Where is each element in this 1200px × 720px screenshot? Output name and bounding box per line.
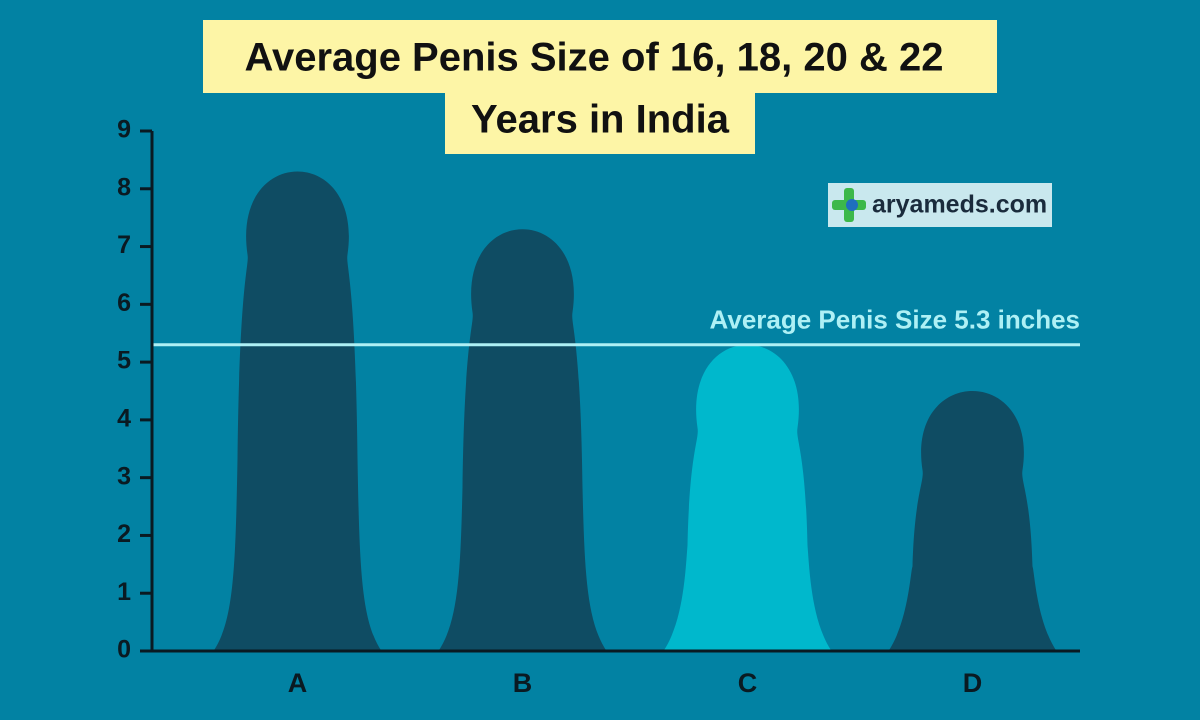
y-tick-label: 7 [117,231,131,259]
title-box [445,93,755,154]
title-box [203,20,997,93]
bar [663,344,832,651]
chart-title: Years in India [471,98,730,142]
y-tick-label: 5 [117,347,131,375]
x-tick-label: B [513,668,533,698]
y-tick-label: 0 [117,636,131,664]
y-tick-label: 4 [117,404,131,432]
logo-icon [832,188,866,222]
y-tick-label: 2 [117,520,131,548]
reference-label: Average Penis Size 5.3 inches [710,305,1080,335]
y-tick-label: 9 [117,116,131,144]
x-tick-label: A [288,668,308,698]
watermark: aryameds.com [872,191,1047,219]
chart-title: Average Penis Size of 16, 18, 20 & 22 [245,36,944,80]
y-tick-label: 6 [117,289,131,317]
bar [888,391,1057,651]
x-tick-label: C [738,668,758,698]
y-tick-label: 8 [117,173,131,201]
y-tick-label: 3 [117,462,131,490]
x-tick-label: D [963,668,983,698]
bar [213,171,382,651]
y-tick-label: 1 [117,578,131,606]
bar [438,229,607,651]
